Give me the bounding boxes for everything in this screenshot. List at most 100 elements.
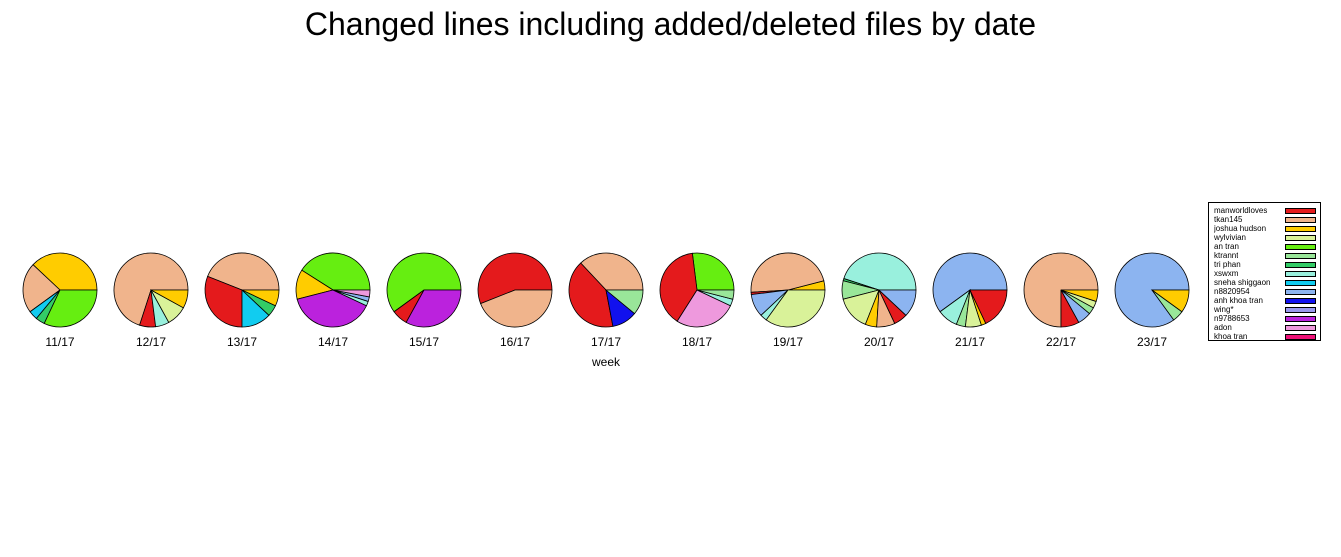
pie-slice-manworldloves (969, 289, 1008, 325)
legend-swatch (1285, 207, 1316, 214)
legend-label: tkan145 (1214, 215, 1243, 224)
legend-swatch (1285, 297, 1316, 304)
legend-label: n9788653 (1214, 314, 1250, 323)
legend-label: wylvivian (1214, 233, 1247, 242)
legend-entry: tri phan (1214, 260, 1316, 269)
pie-15-17 (386, 252, 462, 328)
pie-slice-n8820954 (932, 252, 1008, 313)
legend-label: ktrannt (1214, 251, 1239, 260)
legend-label: sneha shiggaon (1214, 278, 1271, 287)
pie-slice-an-tran (386, 252, 462, 313)
week-tick-label: 20/17 (864, 335, 894, 349)
pie-16-17 (477, 252, 553, 328)
pie-slice-ktrannt (604, 289, 644, 315)
pie-slice-n9788653 (405, 289, 462, 328)
legend-entry: sneha shiggaon (1214, 278, 1316, 287)
pie-slice-tkan145 (207, 252, 280, 291)
legend-swatch (1285, 261, 1316, 268)
legend-entry: n9788653 (1214, 314, 1316, 323)
pie-slice-joshua-hudson (241, 289, 280, 307)
pie-chart-plot: 11/17 12/17 13/17 14/17 15/17 16/17 17/17 18/17… (22, 252, 1190, 369)
pie-23-17 (1114, 252, 1190, 328)
chart-legend: manworldloves tkan145 joshua hudson wylvivi… (1208, 202, 1321, 341)
pie-slice-manworldloves (204, 275, 243, 328)
legend-label: khoa tran (1214, 332, 1248, 341)
legend-swatch (1285, 252, 1316, 259)
legend-label: n8820954 (1214, 287, 1250, 296)
week-tick-label: 22/17 (1046, 335, 1076, 349)
legend-swatch (1285, 270, 1316, 277)
legend-swatch (1285, 324, 1316, 331)
pie-slice-joshua-hudson (1060, 289, 1099, 302)
week-tick-label: 13/17 (227, 335, 257, 349)
chart-title: Changed lines including added/deleted fi… (304, 6, 1037, 42)
legend-swatch (1285, 333, 1316, 340)
week-tick-label: 21/17 (955, 335, 985, 349)
legend-entry: anh khoa tran (1214, 296, 1316, 305)
pie-slice-xswxm (843, 252, 917, 291)
week-tick-label: 17/17 (591, 335, 621, 349)
pie-12-17 (113, 252, 189, 328)
legend-label: wing* (1214, 305, 1234, 314)
pie-slice-manworldloves (477, 252, 553, 305)
legend-swatch (1285, 243, 1316, 250)
legend-entry: ktrannt (1214, 251, 1316, 260)
pie-slice-tkan145 (580, 252, 644, 291)
pie-20-17 (841, 252, 917, 328)
legend-swatch (1285, 279, 1316, 286)
legend-entry: n8820954 (1214, 287, 1316, 296)
legend-entry: khoa tran (1214, 332, 1316, 341)
pie-slice-joshua-hudson (32, 252, 98, 291)
legend-label: anh khoa tran (1214, 296, 1263, 305)
pie-19-17 (750, 252, 826, 328)
pie-slice-n9788653 (296, 289, 368, 328)
pie-slice-manworldloves (568, 262, 614, 328)
week-tick-label: 18/17 (682, 335, 712, 349)
pie-slice-joshua-hudson (1150, 289, 1190, 313)
legend-label: xswxm (1214, 269, 1239, 278)
legend-entry: adon (1214, 323, 1316, 332)
legend-entry: an tran (1214, 242, 1316, 251)
legend-entry: joshua hudson (1214, 224, 1316, 233)
legend-swatch (1285, 216, 1316, 223)
pie-21-17 (932, 252, 1008, 328)
pie-slice-an-tran (43, 289, 98, 328)
pie-14-17 (295, 252, 371, 328)
legend-entry: xswxm (1214, 269, 1316, 278)
pie-slice-joshua-hudson (150, 289, 189, 309)
pie-11-17 (22, 252, 98, 328)
legend-swatch (1285, 306, 1316, 313)
week-tick-label: 23/17 (1137, 335, 1167, 349)
legend-label: adon (1214, 323, 1232, 332)
legend-swatch (1285, 288, 1316, 295)
pie-slice-n8820954 (877, 289, 917, 316)
week-tick-label: 11/17 (45, 335, 74, 349)
pie-slice-wylvivian (765, 289, 826, 328)
week-tick-label: 15/17 (409, 335, 439, 349)
pie-slice-adon (676, 289, 732, 328)
legend-entry: tkan145 (1214, 215, 1316, 224)
legend-label: tri phan (1214, 260, 1241, 269)
week-tick-label: 14/17 (318, 335, 348, 349)
pie-slice-ktrannt (696, 289, 735, 300)
legend-entry: manworldloves (1214, 206, 1316, 215)
legend-label: an tran (1214, 242, 1239, 251)
legend-entry: wylvivian (1214, 233, 1316, 242)
pie-slice-tkan145 (1023, 252, 1099, 328)
legend-label: joshua hudson (1214, 224, 1267, 233)
pie-13-17 (204, 252, 280, 328)
pie-22-17 (1023, 252, 1099, 328)
pie-17-17 (568, 252, 644, 328)
pie-slice-tkan145 (480, 289, 553, 328)
pie-slice-an-tran (691, 252, 735, 291)
pie-18-17 (659, 252, 735, 328)
pie-slice-tkan145 (750, 252, 825, 293)
week-tick-label: 19/17 (773, 335, 803, 349)
legend-label: manworldloves (1214, 206, 1268, 215)
pie-slice-tkan145 (113, 252, 189, 326)
x-axis-label: week (591, 355, 621, 369)
week-tick-label: 16/17 (500, 335, 530, 349)
legend-swatch (1285, 234, 1316, 241)
week-tick-label: 12/17 (136, 335, 166, 349)
legend-swatch (1285, 225, 1316, 232)
